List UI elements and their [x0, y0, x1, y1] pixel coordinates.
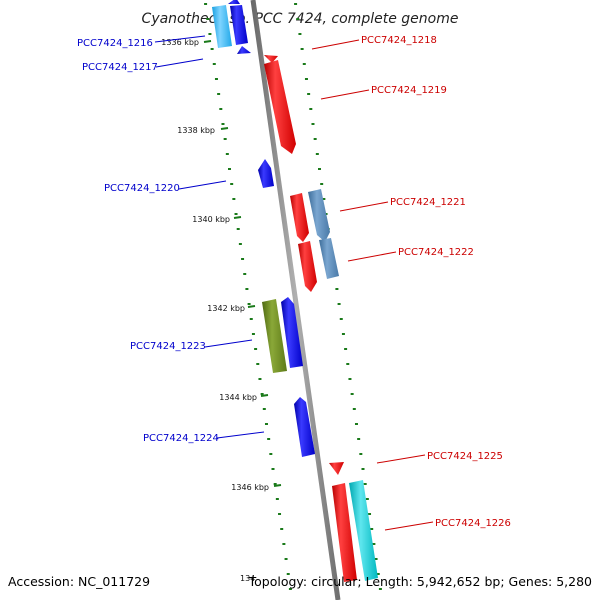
- kbp-label: 134: [240, 574, 255, 583]
- gene-label[interactable]: PCC7424_1222: [398, 247, 474, 258]
- gene-label[interactable]: PCC7424_1226: [435, 518, 511, 529]
- kbp-label: 1336 kbp: [161, 38, 199, 47]
- gene-leader-line: [204, 339, 253, 348]
- gene-leader-line: [320, 89, 370, 100]
- gene-arrow-reverse[interactable]: [237, 46, 251, 54]
- kbp-label: 1344 kbp: [219, 393, 257, 402]
- gene-leader-line: [154, 35, 206, 43]
- gene-arrow-forward[interactable]: [329, 462, 344, 475]
- accession-text: Accession: NC_011729: [8, 574, 150, 589]
- gene-labels: PCC7424_1216 PCC7424_1217 PCC7424_1218 P…: [77, 35, 511, 531]
- gene-label[interactable]: PCC7424_1225: [427, 451, 503, 462]
- gene-arrow-forward[interactable]: [290, 193, 309, 242]
- gene-label[interactable]: PCC7424_1216: [77, 38, 153, 49]
- kbp-tick: [273, 484, 282, 487]
- genome-backbone: [250, 0, 341, 600]
- gene-arrow-reverse[interactable]: [281, 297, 303, 368]
- gene-label[interactable]: PCC7424_1218: [361, 35, 437, 46]
- gene-leader-line: [376, 454, 426, 464]
- gene-label[interactable]: PCC7424_1221: [390, 197, 466, 208]
- gene-label[interactable]: PCC7424_1220: [104, 183, 180, 194]
- kbp-label: 1340 kbp: [192, 215, 230, 224]
- map-title: Cyanothece sp. PCC 7424, complete genome: [142, 11, 459, 27]
- kbp-tick: [247, 305, 256, 308]
- gene-leader-line: [155, 58, 204, 68]
- gene-label[interactable]: PCC7424_1219: [371, 85, 447, 96]
- right-tick-track: [294, 3, 382, 590]
- gene-label[interactable]: PCC7424_1217: [82, 62, 158, 73]
- gene-leader-line: [216, 431, 265, 439]
- gene-arrow-reverse[interactable]: [230, 5, 248, 45]
- kbp-label: 1346 kbp: [231, 483, 269, 492]
- gene-arrow-forward[interactable]: [264, 60, 296, 154]
- gene-arrow-reverse[interactable]: [294, 397, 315, 457]
- gene-arrow-forward[interactable]: [332, 483, 357, 582]
- gene-leader-line: [384, 521, 434, 531]
- gene-arrow-forward[interactable]: [298, 241, 317, 292]
- kbp-label: 1338 kbp: [177, 126, 215, 135]
- left-tick-track: [204, 3, 292, 590]
- kbp-tick: [233, 216, 242, 219]
- gene-leader-line: [347, 251, 397, 262]
- gene-arrow-forward[interactable]: [308, 189, 330, 242]
- gene-leader-line: [339, 201, 389, 212]
- kbp-tick: [203, 40, 212, 43]
- gene-leader-line: [178, 180, 227, 190]
- kbp-tick: [220, 127, 229, 130]
- gene-arrow-reverse[interactable]: [212, 5, 232, 48]
- gene-arrow-forward[interactable]: [319, 238, 339, 279]
- gene-arrow-forward[interactable]: [264, 55, 278, 63]
- kbp-label: 1342 kbp: [207, 304, 245, 313]
- gene-label[interactable]: PCC7424_1224: [143, 433, 219, 444]
- gene-arrow-reverse[interactable]: [258, 159, 274, 188]
- kbp-tick: [260, 394, 269, 397]
- gene-arrow-reverse[interactable]: [262, 299, 287, 373]
- kbp-scale: 1336 kbp 1338 kbp 1340 kbp 1342 kbp 1344…: [161, 38, 282, 583]
- gene-arrow-reverse[interactable]: [228, 0, 240, 4]
- gene-features: [212, 0, 378, 582]
- gene-arrow-forward[interactable]: [349, 480, 378, 581]
- gene-leader-line: [311, 39, 360, 50]
- summary-text: Topology: circular; Length: 5,942,652 bp…: [248, 574, 592, 589]
- gene-label[interactable]: PCC7424_1223: [130, 341, 206, 352]
